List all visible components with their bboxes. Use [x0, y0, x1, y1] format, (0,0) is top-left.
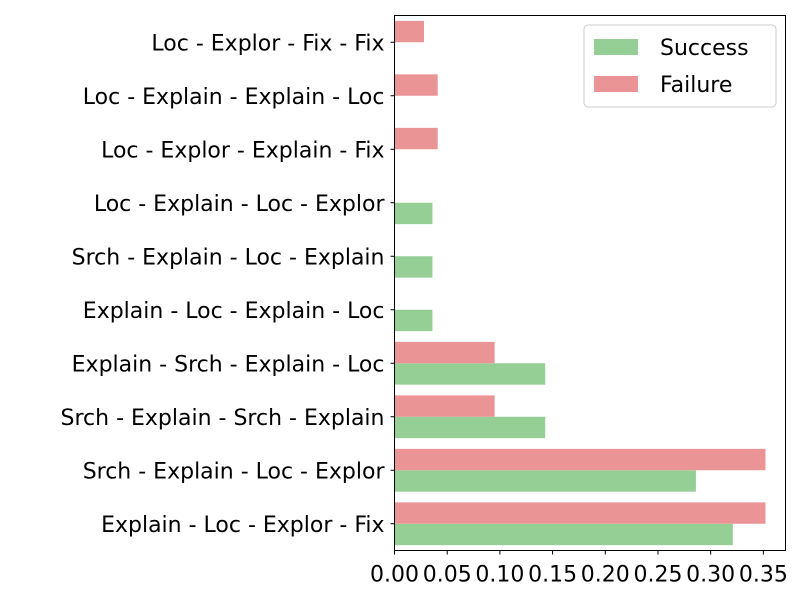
plot-frame	[394, 15, 786, 551]
bar-failure-1	[394, 448, 766, 471]
bar-success-1	[394, 470, 696, 492]
bars-layer	[394, 20, 766, 546]
y-tick-label: Srch - Explain - Loc - Explor	[83, 459, 386, 484]
y-tick-label: Loc - Explor - Fix - Fix	[151, 31, 384, 56]
bar-success-3	[394, 363, 546, 385]
x-tick-label: 0.30	[686, 563, 735, 588]
x-tick-label: 0.20	[581, 563, 630, 588]
bar-failure-0	[394, 502, 766, 524]
x-tick-label: 0.25	[633, 563, 682, 588]
y-tick-label: Loc - Explain - Explain - Loc	[83, 85, 385, 110]
bar-success-5	[394, 256, 433, 278]
bar-failure-8	[394, 74, 438, 96]
x-tick-label: 0.05	[423, 563, 472, 588]
legend-swatch-failure	[594, 76, 638, 92]
bar-success-6	[394, 202, 433, 225]
bar-success-2	[394, 416, 546, 439]
bar-failure-9	[394, 20, 425, 43]
y-tick-label: Srch - Explain - Loc - Explain	[72, 245, 385, 270]
bar-success-4	[394, 309, 433, 332]
y-tick-label: Explain - Loc - Explor - Fix	[101, 513, 384, 538]
x-axis-ticks: 0.00 0.05 0.10 0.15 0.20 0.25 0.30 0.35	[370, 550, 788, 588]
y-tick-label: Loc - Explor - Explain - Fix	[101, 138, 384, 163]
legend-swatch-success	[594, 39, 638, 55]
bar-failure-7	[394, 127, 438, 150]
bar-success-0	[394, 523, 733, 546]
bar-failure-3	[394, 341, 495, 364]
x-tick-label: 0.35	[739, 563, 788, 588]
legend-label-failure: Failure	[660, 73, 732, 98]
y-tick-label: Explain - Srch - Explain - Loc	[72, 352, 385, 377]
bar-failure-2	[394, 395, 495, 417]
x-tick-label: 0.00	[370, 563, 419, 588]
x-tick-label: 0.10	[475, 563, 524, 588]
y-tick-label: Srch - Explain - Srch - Explain	[61, 406, 385, 431]
y-axis-ticks: Explain - Loc - Explor - Fix Srch - Expla…	[61, 31, 395, 538]
y-tick-label: Loc - Explain - Loc - Explor	[94, 192, 386, 217]
x-tick-label: 0.15	[528, 563, 577, 588]
y-tick-label: Explain - Loc - Explain - Loc	[83, 299, 385, 324]
legend: Success Failure	[583, 24, 777, 108]
legend-label-success: Success	[660, 36, 749, 61]
